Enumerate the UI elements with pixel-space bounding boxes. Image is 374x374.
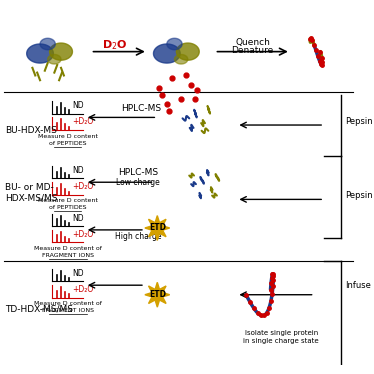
Text: Infuse: Infuse [345, 281, 371, 290]
Text: ND: ND [72, 101, 84, 110]
Text: in single charge state: in single charge state [243, 338, 319, 344]
Text: Quench: Quench [235, 38, 270, 47]
Text: ETD: ETD [149, 290, 166, 299]
Polygon shape [40, 38, 55, 50]
Text: FRAGMENT IONS: FRAGMENT IONS [42, 252, 94, 258]
Text: ND: ND [72, 269, 84, 278]
Text: BU-HDX-MS: BU-HDX-MS [5, 126, 56, 135]
Polygon shape [177, 43, 199, 60]
Text: ETD: ETD [149, 224, 166, 233]
Text: Measure D content of: Measure D content of [34, 301, 102, 306]
Text: +D₂O: +D₂O [72, 230, 94, 239]
Text: Measure D content: Measure D content [38, 198, 98, 203]
Text: Pepsin: Pepsin [345, 117, 373, 126]
Text: Measure D content: Measure D content [38, 134, 98, 140]
Text: +D₂O: +D₂O [72, 182, 94, 191]
Text: FRAGMENT IONS: FRAGMENT IONS [42, 308, 94, 313]
Text: Isolate single protein: Isolate single protein [245, 330, 318, 336]
Text: Denature: Denature [232, 46, 274, 55]
Text: +D₂O: +D₂O [72, 285, 94, 294]
Polygon shape [153, 44, 180, 63]
Polygon shape [145, 215, 170, 240]
Text: ND: ND [72, 214, 84, 223]
Text: of PEPTIDES: of PEPTIDES [49, 205, 86, 210]
Text: TD-HDX-MS/MS: TD-HDX-MS/MS [5, 304, 73, 313]
Text: HPLC-MS: HPLC-MS [118, 168, 158, 177]
Polygon shape [27, 44, 53, 63]
Polygon shape [50, 43, 73, 60]
Text: of PEPTIDES: of PEPTIDES [49, 141, 86, 146]
Polygon shape [47, 55, 61, 64]
Text: BU- or MD-
HDX-MS/MS: BU- or MD- HDX-MS/MS [5, 183, 57, 202]
Text: Pepsin: Pepsin [345, 191, 373, 200]
Text: Measure D content of: Measure D content of [34, 246, 102, 251]
Polygon shape [167, 38, 182, 50]
Text: +D₂O: +D₂O [72, 117, 94, 126]
Polygon shape [175, 55, 188, 64]
Text: Low charge: Low charge [116, 178, 160, 187]
Text: High charge: High charge [115, 232, 162, 242]
Text: D$_2$O: D$_2$O [102, 38, 127, 52]
Text: HPLC-MS: HPLC-MS [121, 104, 161, 113]
Polygon shape [145, 282, 170, 307]
Text: ND: ND [72, 166, 84, 175]
